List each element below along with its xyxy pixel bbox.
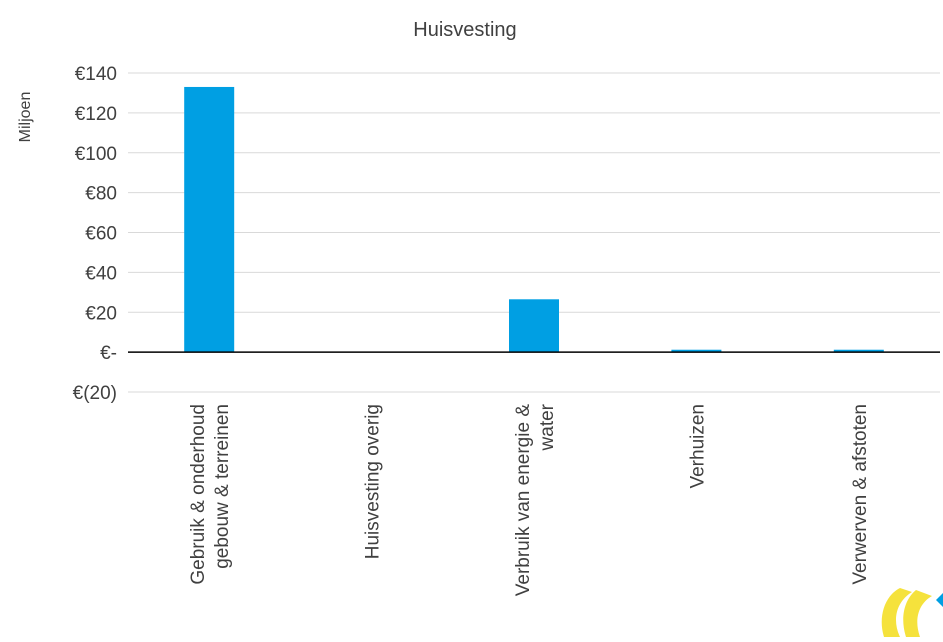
y-tick-label: €120	[75, 104, 117, 125]
x-tick-label-line: Verhuizen	[687, 404, 708, 489]
x-tick-label-line: Gebruik & onderhoud	[188, 404, 209, 585]
y-tick-label: €140	[75, 64, 117, 85]
x-tick-label: Verwerven & afstoten	[850, 404, 871, 585]
corner-logo-icon	[881, 588, 943, 637]
bars	[184, 86, 884, 353]
x-tick-label-line: Verbruik van energie &	[513, 404, 534, 597]
y-tick-label: €(20)	[73, 383, 117, 404]
gridlines	[128, 72, 940, 393]
y-tick-labels: €140 €120 €100 €80 €60 €40 €20 €- €(20)	[73, 64, 117, 404]
x-tick-label-line: Huisvesting overig	[363, 404, 384, 559]
y-tick-label: €-	[100, 343, 117, 364]
x-tick-label: Gebruik & onderhoud gebouw & terreinen	[188, 404, 233, 585]
y-tick-label: €60	[85, 224, 117, 245]
bar	[671, 349, 722, 353]
y-tick-label: €20	[85, 303, 117, 324]
chart-title: Huisvesting	[413, 19, 516, 41]
y-axis-label: Miljoen	[17, 92, 34, 143]
x-tick-label-line: water	[537, 403, 558, 451]
x-tick-labels: Gebruik & onderhoud gebouw & terreinen Hui…	[188, 403, 871, 596]
y-tick-label: €40	[85, 263, 117, 284]
x-tick-label: Huisvesting overig	[363, 404, 384, 559]
bar	[184, 86, 235, 353]
y-tick-label: €100	[75, 144, 117, 165]
x-tick-label: Verhuizen	[687, 404, 708, 489]
bar	[833, 349, 884, 353]
bar	[509, 299, 559, 353]
y-tick-label: €80	[85, 184, 117, 205]
x-tick-label-line: gebouw & terreinen	[212, 404, 233, 569]
x-tick-label: Verbruik van energie & water	[513, 403, 558, 596]
x-tick-label-line: Verwerven & afstoten	[850, 404, 871, 585]
